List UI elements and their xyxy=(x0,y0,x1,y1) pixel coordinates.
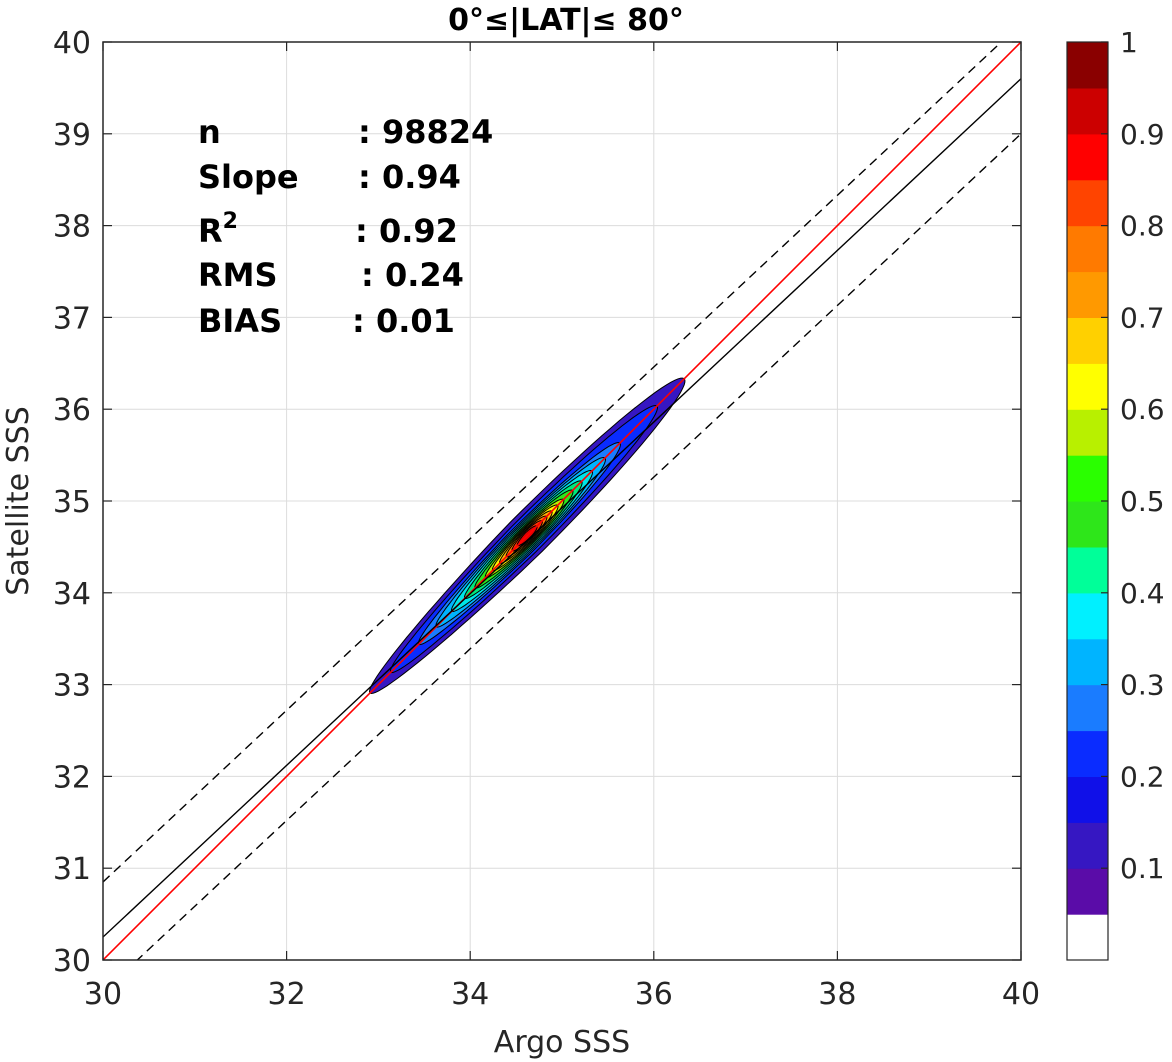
colorbar-tick-label: 0.9 xyxy=(1120,118,1165,151)
stat-value: : 0.01 xyxy=(352,302,455,340)
y-tick-label: 36 xyxy=(53,393,91,428)
colorbar-segment xyxy=(1067,776,1108,823)
x-tick-label: 36 xyxy=(635,977,673,1012)
axis-ticks: 30 32 34 36 38 40 30 31 32 33 34 35 36 37 38 39 40 xyxy=(53,26,1040,1012)
colorbar-segment xyxy=(1067,501,1108,548)
colorbar-segment xyxy=(1067,455,1108,502)
colorbar-segment xyxy=(1067,638,1108,686)
y-tick-label: 37 xyxy=(53,301,91,336)
stat-label: RMS xyxy=(198,256,278,294)
colorbar-segment xyxy=(1067,179,1108,227)
colorbar-segment xyxy=(1067,822,1108,869)
x-tick-label: 34 xyxy=(451,977,489,1012)
stat-value: : 0.94 xyxy=(358,158,461,196)
colorbar-segment xyxy=(1067,684,1108,732)
y-tick-label: 32 xyxy=(53,760,91,795)
colorbar-segment xyxy=(1067,42,1108,89)
stat-label: n xyxy=(198,113,221,151)
stat-value: : 0.24 xyxy=(361,256,464,294)
colorbar-tick-label: 1 xyxy=(1120,26,1138,59)
colorbar-segment xyxy=(1067,914,1108,961)
x-tick-label: 32 xyxy=(268,977,306,1012)
y-tick-label: 33 xyxy=(53,669,91,704)
stat-value: : 0.92 xyxy=(355,212,458,250)
colorbar-segment xyxy=(1067,225,1108,273)
reference-lines xyxy=(103,42,1021,960)
colorbar-segment xyxy=(1067,317,1108,364)
colorbar-tick-label: 0.6 xyxy=(1120,393,1165,426)
y-tick-label: 38 xyxy=(53,210,91,245)
colorbar-segment xyxy=(1067,133,1108,181)
colorbar-segment xyxy=(1067,592,1108,640)
colorbar-segment xyxy=(1067,868,1108,915)
y-tick-label: 39 xyxy=(53,118,91,153)
colorbar-segment xyxy=(1067,409,1108,456)
x-tick-label: 30 xyxy=(84,977,122,1012)
colorbar-segment xyxy=(1067,87,1108,135)
stat-label: Slope xyxy=(198,158,299,196)
y-axis-label: Satellite SSS xyxy=(1,406,36,596)
colorbar-segment xyxy=(1067,730,1108,777)
x-axis-label: Argo SSS xyxy=(494,1025,630,1060)
y-tick-label: 34 xyxy=(53,577,91,612)
x-tick-label: 38 xyxy=(818,977,856,1012)
chart-title: 0°≤|LAT|≤ 80° xyxy=(448,3,684,38)
colorbar-tick-label: 0.4 xyxy=(1120,577,1165,610)
colorbar: 0.1 0.2 0.3 0.4 0.5 0.6 0.7 0.8 0.9 1 xyxy=(1066,26,1165,961)
colorbar-segment xyxy=(1067,546,1108,594)
colorbar-tick-label: 0.1 xyxy=(1120,852,1165,885)
regression-fit-line xyxy=(103,78,1021,938)
grid xyxy=(103,42,1021,960)
colorbar-tick-label: 0.8 xyxy=(1120,210,1165,243)
colorbar-tick-label: 0.5 xyxy=(1120,485,1165,518)
colorbar-segment xyxy=(1067,363,1108,410)
x-tick-label: 40 xyxy=(1002,977,1040,1012)
y-tick-label: 40 xyxy=(53,26,91,61)
colorbar-tick-label: 0.3 xyxy=(1120,669,1165,702)
stat-value: : 98824 xyxy=(358,113,493,151)
y-tick-label: 35 xyxy=(53,485,91,520)
colorbar-tick-label: 0.7 xyxy=(1120,301,1165,334)
colorbar-segment xyxy=(1067,271,1108,318)
one-to-one-line xyxy=(103,42,1021,960)
y-tick-label: 31 xyxy=(53,852,91,887)
stat-label: BIAS xyxy=(198,302,282,340)
y-tick-label: 30 xyxy=(53,944,91,979)
colorbar-tick-label: 0.2 xyxy=(1120,760,1165,793)
